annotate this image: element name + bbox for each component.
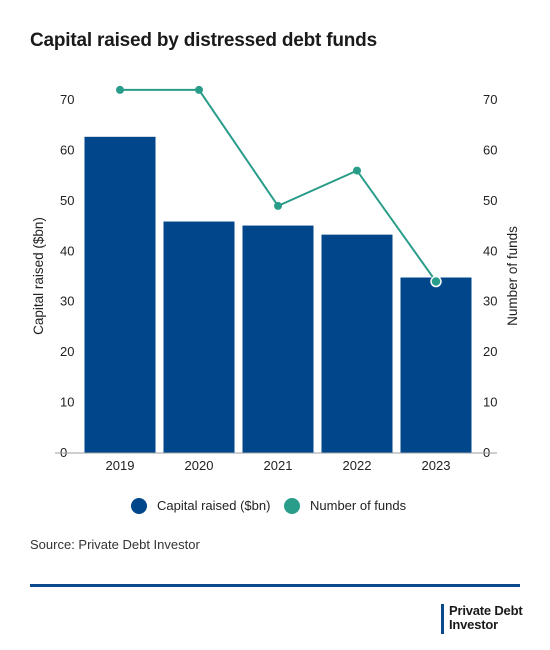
bar — [242, 225, 314, 453]
logo-line-2: Investor — [449, 617, 498, 632]
line-point — [430, 275, 442, 288]
chart: 010203040506070010203040506070Capital ra… — [31, 85, 520, 514]
chart-title: Capital raised by distressed debt funds — [30, 30, 377, 51]
line-point — [353, 166, 361, 175]
bar — [400, 277, 472, 453]
x-tick-label: 2022 — [343, 458, 372, 473]
y2-tick-label: 60 — [483, 142, 497, 157]
y-tick-label: 60 — [60, 142, 74, 157]
y2-tick-label: 40 — [483, 243, 497, 258]
y-tick-label: 40 — [60, 243, 74, 258]
divider — [30, 584, 520, 587]
x-tick-label: 2019 — [106, 458, 135, 473]
logo-line-1: Private Debt — [449, 603, 523, 618]
bar — [84, 136, 156, 453]
y-axis-title: Capital raised ($bn) — [31, 217, 46, 335]
y2-tick-label: 20 — [483, 344, 497, 359]
bar — [321, 234, 393, 453]
y2-tick-label: 10 — [483, 395, 497, 410]
legend-swatch-capital — [131, 498, 147, 514]
legend-label-capital: Capital raised ($bn) — [157, 498, 270, 513]
x-tick-label: 2020 — [185, 458, 214, 473]
source-note: Source: Private Debt Investor — [30, 537, 200, 552]
y-tick-label: 50 — [60, 193, 74, 208]
line-point — [116, 85, 124, 94]
y-tick-label: 70 — [60, 92, 74, 107]
x-tick-label: 2023 — [422, 458, 451, 473]
y-tick-label: 10 — [60, 395, 74, 410]
y2-tick-label: 50 — [483, 193, 497, 208]
line-point — [274, 201, 282, 210]
y-tick-label: 20 — [60, 344, 74, 359]
publisher-logo: Private Debt Investor — [441, 603, 523, 634]
y2-axis-title: Number of funds — [505, 226, 520, 326]
y2-tick-label: 30 — [483, 294, 497, 309]
legend-swatch-funds — [284, 498, 300, 514]
x-tick-label: 2021 — [264, 458, 293, 473]
line-point — [195, 85, 203, 94]
legend-label-funds: Number of funds — [310, 498, 407, 513]
y2-tick-label: 70 — [483, 92, 497, 107]
y-tick-label: 30 — [60, 294, 74, 309]
bar — [163, 221, 235, 453]
